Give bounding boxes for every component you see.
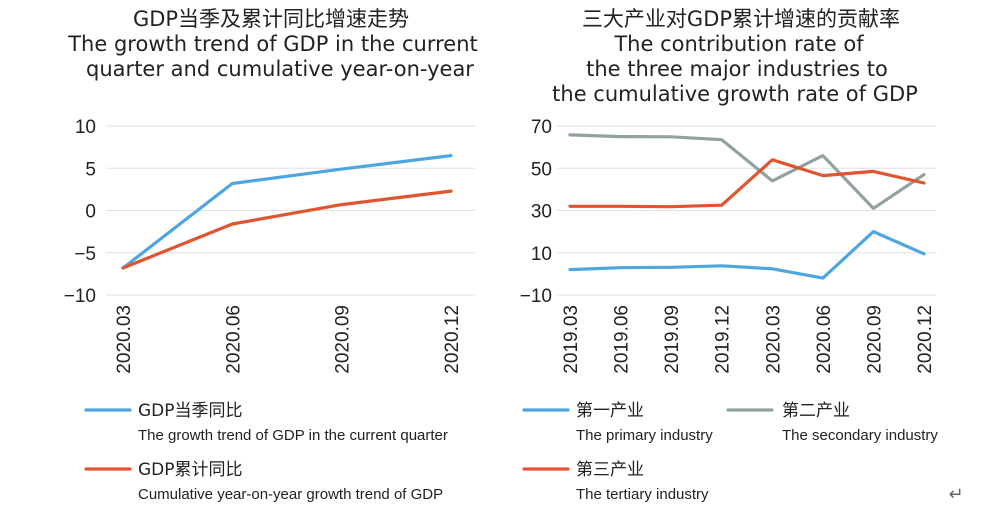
right-x-tick-label: 2019.09 (662, 305, 683, 374)
return-symbol-icon: ↵ (948, 484, 963, 504)
right-x-tick-label: 2020.12 (915, 305, 936, 374)
right-x-tick-label: 2020.03 (763, 305, 784, 374)
right-x-tick-label: 2019.12 (713, 305, 734, 374)
left-y-tick-label: 5 (85, 159, 96, 180)
right-y-tick-label: 50 (531, 159, 552, 180)
legend-secondary-en: The secondary industry (782, 427, 938, 444)
right-chart: 三大产业对GDP累计增速的贡献率 The contribution rate o… (520, 7, 939, 503)
left-y-tick-label: 0 (85, 202, 96, 223)
left-y-tick-label: −5 (74, 244, 96, 265)
left-title-en-line1: The growth trend of GDP in the current (67, 32, 478, 56)
left-title-zh: GDP当季及累计同比增速走势 (133, 7, 409, 31)
legend-gdp-cumulative-zh: GDP累计同比 (138, 460, 243, 480)
right-legend: 第一产业 The primary industry 第二产业 The secon… (522, 401, 938, 503)
left-x-tick-label: 2020.12 (442, 305, 463, 374)
left-series-line-2 (121, 189, 453, 270)
left-legend: GDP当季同比 The growth trend of GDP in the c… (84, 401, 448, 503)
right-x-tick-label: 2020.06 (814, 305, 835, 374)
right-y-tick-labels: 70 50 30 10 −10 (520, 117, 552, 307)
left-chart: GDP当季及累计同比增速走势 The growth trend of GDP i… (64, 7, 478, 503)
right-y-tick-label: −10 (520, 286, 552, 307)
left-x-tick-labels: 2020.03 2020.06 2020.09 2020.12 (114, 305, 463, 374)
right-x-tick-label: 2019.06 (612, 305, 633, 374)
right-title-en-line2: the three major industries to (586, 57, 888, 81)
right-title-zh: 三大产业对GDP累计增速的贡献率 (582, 7, 900, 31)
left-gridlines (106, 125, 475, 296)
left-y-tick-labels: 10 5 0 −5 −10 (64, 117, 96, 307)
legend-secondary-zh: 第二产业 (782, 401, 850, 421)
left-series-line-1 (121, 154, 453, 270)
legend-gdp-quarter-zh: GDP当季同比 (138, 401, 243, 421)
right-series-line-3 (568, 158, 926, 209)
legend-primary-zh: 第一产业 (576, 401, 644, 421)
right-title-en-line1: The contribution rate of (613, 32, 864, 56)
left-x-tick-label: 2020.03 (114, 305, 135, 374)
right-y-tick-label: 30 (531, 202, 552, 223)
left-series-lines (121, 154, 453, 270)
right-y-tick-label: 10 (531, 244, 552, 265)
right-gridlines (557, 125, 936, 296)
left-y-tick-label: 10 (75, 117, 96, 138)
left-title-en-line2: quarter and cumulative year-on-year (86, 57, 474, 81)
right-y-tick-label: 70 (531, 117, 552, 138)
legend-gdp-quarter-en: The growth trend of GDP in the current q… (138, 427, 448, 444)
left-x-tick-label: 2020.09 (333, 305, 354, 374)
right-series-lines (568, 133, 926, 280)
left-x-tick-label: 2020.06 (223, 305, 244, 374)
right-series-line-1 (568, 230, 926, 280)
right-x-tick-label: 2020.09 (864, 305, 885, 374)
right-x-tick-labels: 2019.03 2019.06 2019.09 2019.12 2020.03 2020.… (561, 305, 936, 374)
legend-tertiary-zh: 第三产业 (576, 460, 644, 480)
right-title-en-line3: the cumulative growth rate of GDP (552, 82, 918, 106)
legend-primary-en: The primary industry (576, 427, 713, 444)
right-x-tick-label: 2019.03 (561, 305, 582, 374)
legend-gdp-cumulative-en: Cumulative year-on-year growth trend of … (138, 486, 443, 503)
legend-tertiary-en: The tertiary industry (576, 486, 709, 503)
right-series-line-2 (568, 133, 926, 210)
left-y-tick-label: −10 (64, 286, 96, 307)
